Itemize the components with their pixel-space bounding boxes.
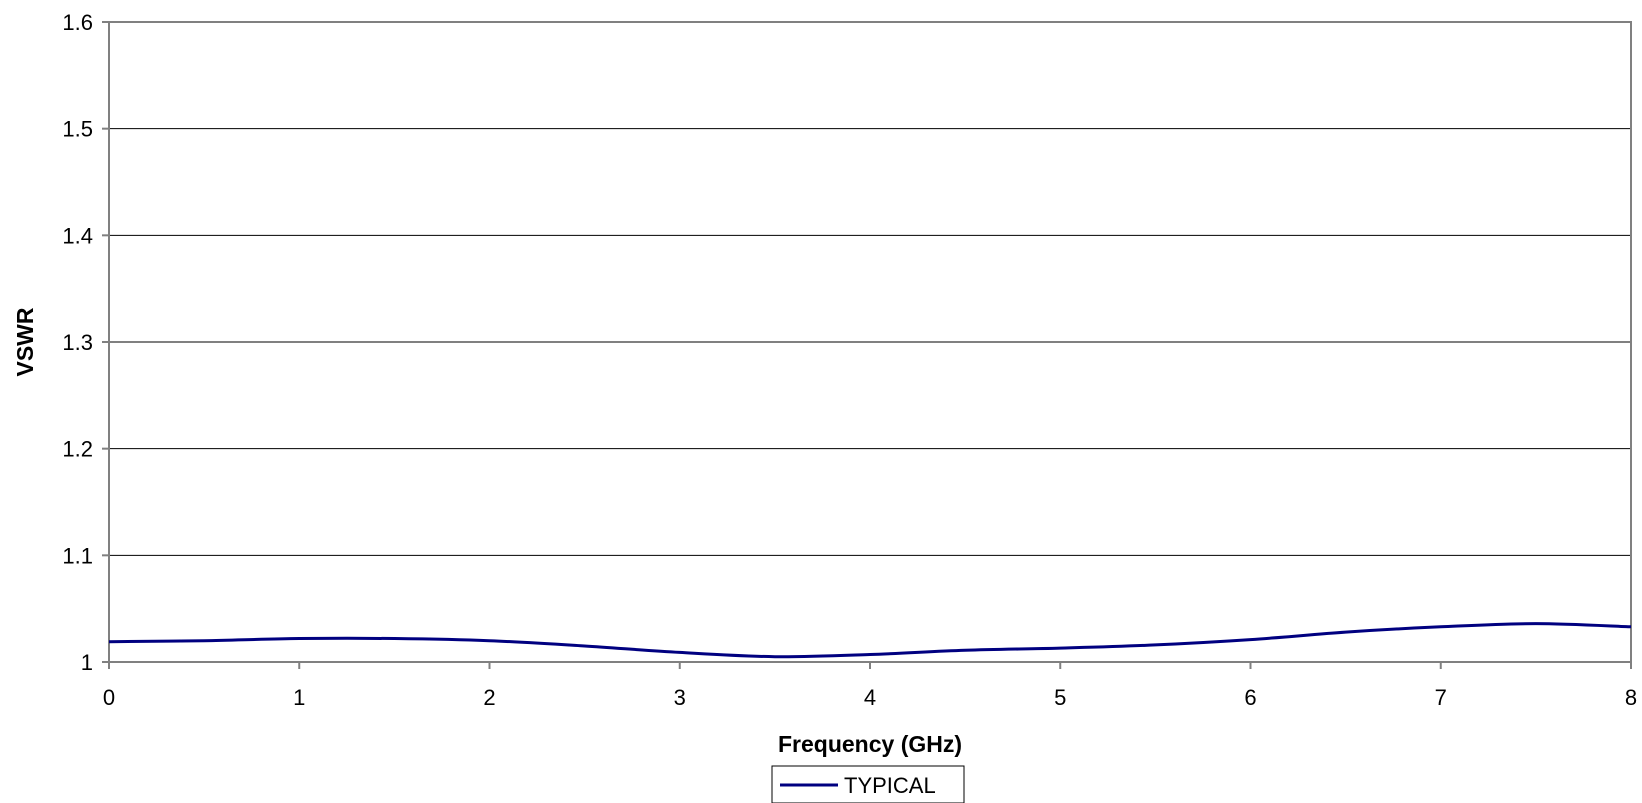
x-tick-label: 6: [1244, 685, 1256, 710]
x-tick-label: 0: [103, 685, 115, 710]
x-tick-label: 3: [674, 685, 686, 710]
x-axis: 0 1 2 3 4 5 6 7 8: [103, 662, 1637, 710]
x-axis-title: Frequency (GHz): [778, 731, 962, 757]
y-axis: 1 1.1 1.2 1.3 1.4 1.5 1.6: [62, 10, 109, 675]
y-tick-label: 1.4: [62, 223, 93, 248]
legend-label-typical: TYPICAL: [844, 773, 936, 798]
y-tick-label: 1.5: [62, 117, 93, 142]
y-axis-title: VSWR: [12, 307, 38, 376]
legend: TYPICAL: [771, 765, 965, 803]
y-tick-label: 1.3: [62, 330, 93, 355]
x-tick-label: 1: [293, 685, 305, 710]
y-tick-label: 1.2: [62, 437, 93, 462]
series-line-typical: [108, 622, 1632, 659]
x-tick-label: 4: [864, 685, 876, 710]
y-tick-label: 1.6: [62, 10, 93, 35]
x-tick-label: 5: [1054, 685, 1066, 710]
y-tick-label: 1: [81, 650, 93, 675]
series-layer: [108, 622, 1632, 659]
y-tick-label: 1.1: [62, 543, 93, 568]
x-tick-label: 2: [483, 685, 495, 710]
gridlines: [109, 21, 1631, 556]
x-tick-label: 8: [1625, 685, 1637, 710]
x-tick-label: 7: [1435, 685, 1447, 710]
